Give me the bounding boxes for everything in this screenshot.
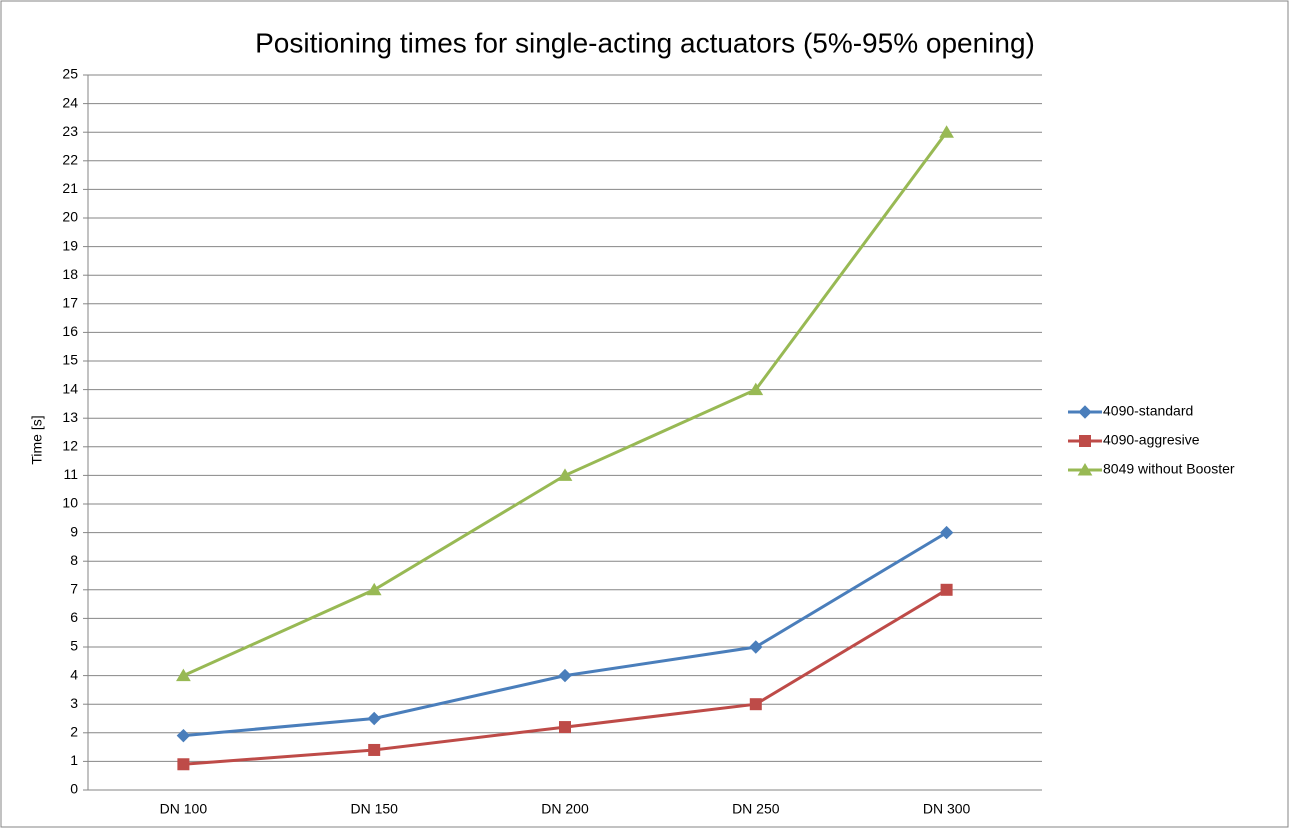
y-tick-label: 12 [62,438,78,454]
y-tick-label: 10 [62,495,78,511]
data-point [368,743,381,756]
x-tick-label: DN 300 [923,801,971,817]
data-point [939,125,954,138]
x-tick-label: DN 100 [160,801,208,817]
data-point [939,525,954,540]
y-tick-label: 9 [70,523,78,539]
data-point [176,668,191,682]
data-point [176,728,191,743]
data-point [558,668,572,683]
y-tick-label: 6 [70,609,78,625]
chart-title: Positioning times for single-acting actu… [255,27,1035,58]
y-tick-label: 14 [62,380,78,396]
y-tick-label: 25 [62,66,78,82]
y-tick-label: 24 [62,94,78,110]
x-tick-label: DN 200 [541,801,589,817]
data-point [940,583,953,596]
y-tick-label: 3 [70,695,78,711]
legend-label: 4090-aggresive [1103,432,1200,448]
y-tick-label: 19 [62,237,78,253]
y-tick-label: 20 [62,209,78,225]
data-point [557,468,573,481]
y-tick-label: 22 [62,152,78,168]
legend-label: 4090-standard [1103,403,1193,419]
y-tick-label: 7 [70,581,78,597]
data-point [559,721,571,734]
data-point [749,640,763,654]
y-tick-label: 15 [62,352,78,368]
legend-marker [1077,463,1093,476]
data-point [367,711,381,726]
x-tick-label: DN 150 [350,801,398,817]
data-point [748,382,764,396]
y-tick-label: 5 [70,638,78,654]
y-tick-label: 8 [70,552,78,568]
data-point [177,758,190,771]
data-point [749,698,762,711]
y-tick-label: 1 [70,752,78,768]
y-tick-label: 2 [70,724,78,740]
y-axis-label: Time [s] [29,415,45,464]
legend-marker [1079,435,1091,447]
y-tick-label: 4 [70,666,78,682]
legend-marker [1078,405,1092,419]
y-tick-label: 16 [62,323,78,339]
y-tick-label: 11 [63,466,78,482]
x-tick-label: DN 250 [732,801,780,817]
data-point [366,582,382,596]
y-tick-label: 21 [62,180,78,196]
legend-label: 8049 without Booster [1103,461,1235,477]
y-tick-label: 17 [62,295,78,311]
y-tick-label: 23 [62,123,78,139]
y-tick-label: 18 [62,266,78,282]
y-tick-label: 13 [62,409,78,425]
y-tick-label: 0 [70,781,78,797]
